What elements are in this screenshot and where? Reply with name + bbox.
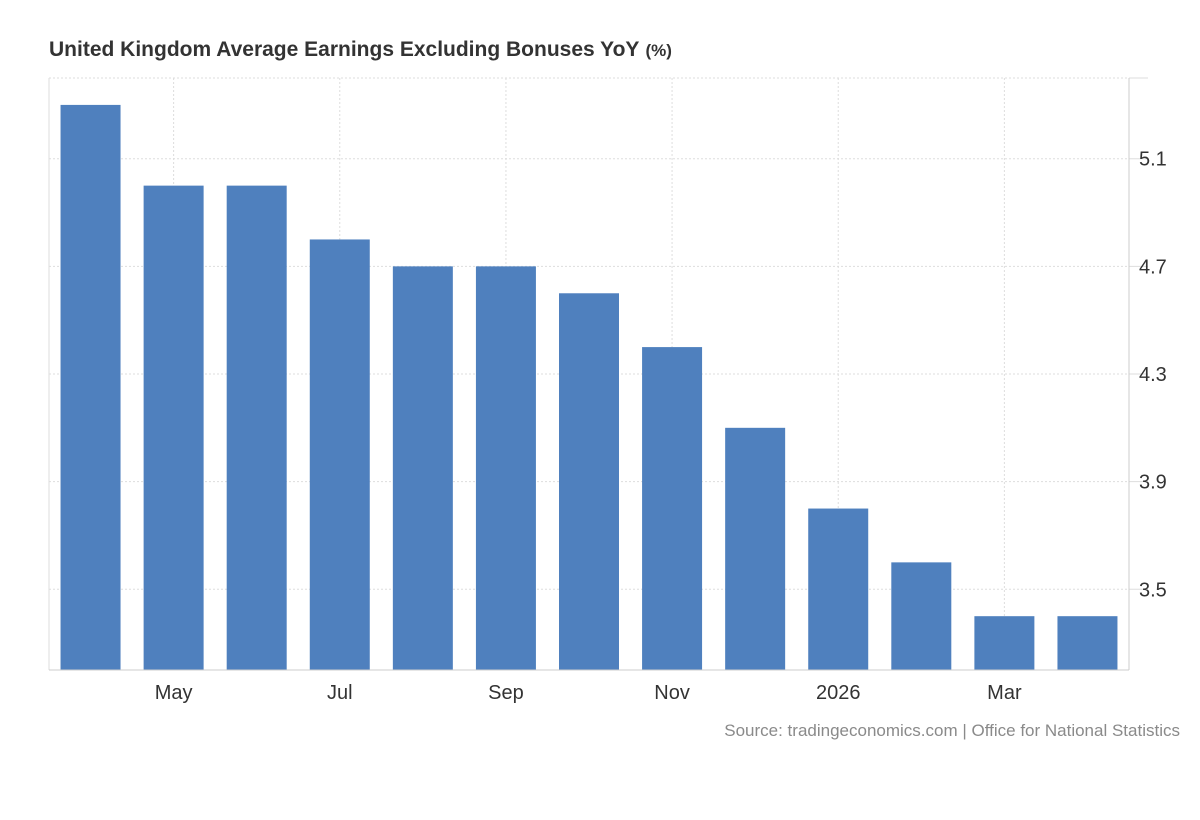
bar-aug (392, 266, 453, 670)
x-tick-label: May (155, 682, 193, 704)
y-tick-label: 4.3 (1139, 364, 1167, 386)
chart-unit: (%) (645, 41, 672, 60)
bar-jul (309, 239, 370, 671)
bar-nov (642, 347, 703, 670)
bar-dec (725, 427, 786, 670)
bar-may (143, 185, 204, 671)
bar-2026 (808, 508, 869, 670)
x-tick-label: Mar (987, 682, 1022, 704)
x-tick-label: Jul (327, 682, 353, 704)
bar-apr (60, 104, 121, 671)
x-tick-label: Sep (488, 682, 524, 704)
source-credit: Source: tradingeconomics.com | Office fo… (724, 721, 1180, 740)
bar-jun (226, 185, 287, 671)
y-tick-label: 4.7 (1139, 256, 1167, 278)
y-tick-label: 5.1 (1139, 149, 1167, 171)
bar-sep (475, 266, 536, 670)
x-tick-label: Nov (654, 682, 690, 704)
bar-feb (891, 562, 952, 670)
chart-title: United Kingdom Average Earnings Excludin… (49, 38, 640, 61)
x-tick-label: 2026 (816, 682, 861, 704)
bar-oct (559, 293, 619, 670)
y-tick-label: 3.9 (1139, 472, 1167, 494)
chart-title-wrap: United Kingdom Average Earnings Excludin… (49, 38, 672, 62)
bar-apr (1057, 616, 1118, 670)
bar-mar (974, 616, 1035, 670)
y-tick-label: 3.5 (1139, 579, 1167, 601)
